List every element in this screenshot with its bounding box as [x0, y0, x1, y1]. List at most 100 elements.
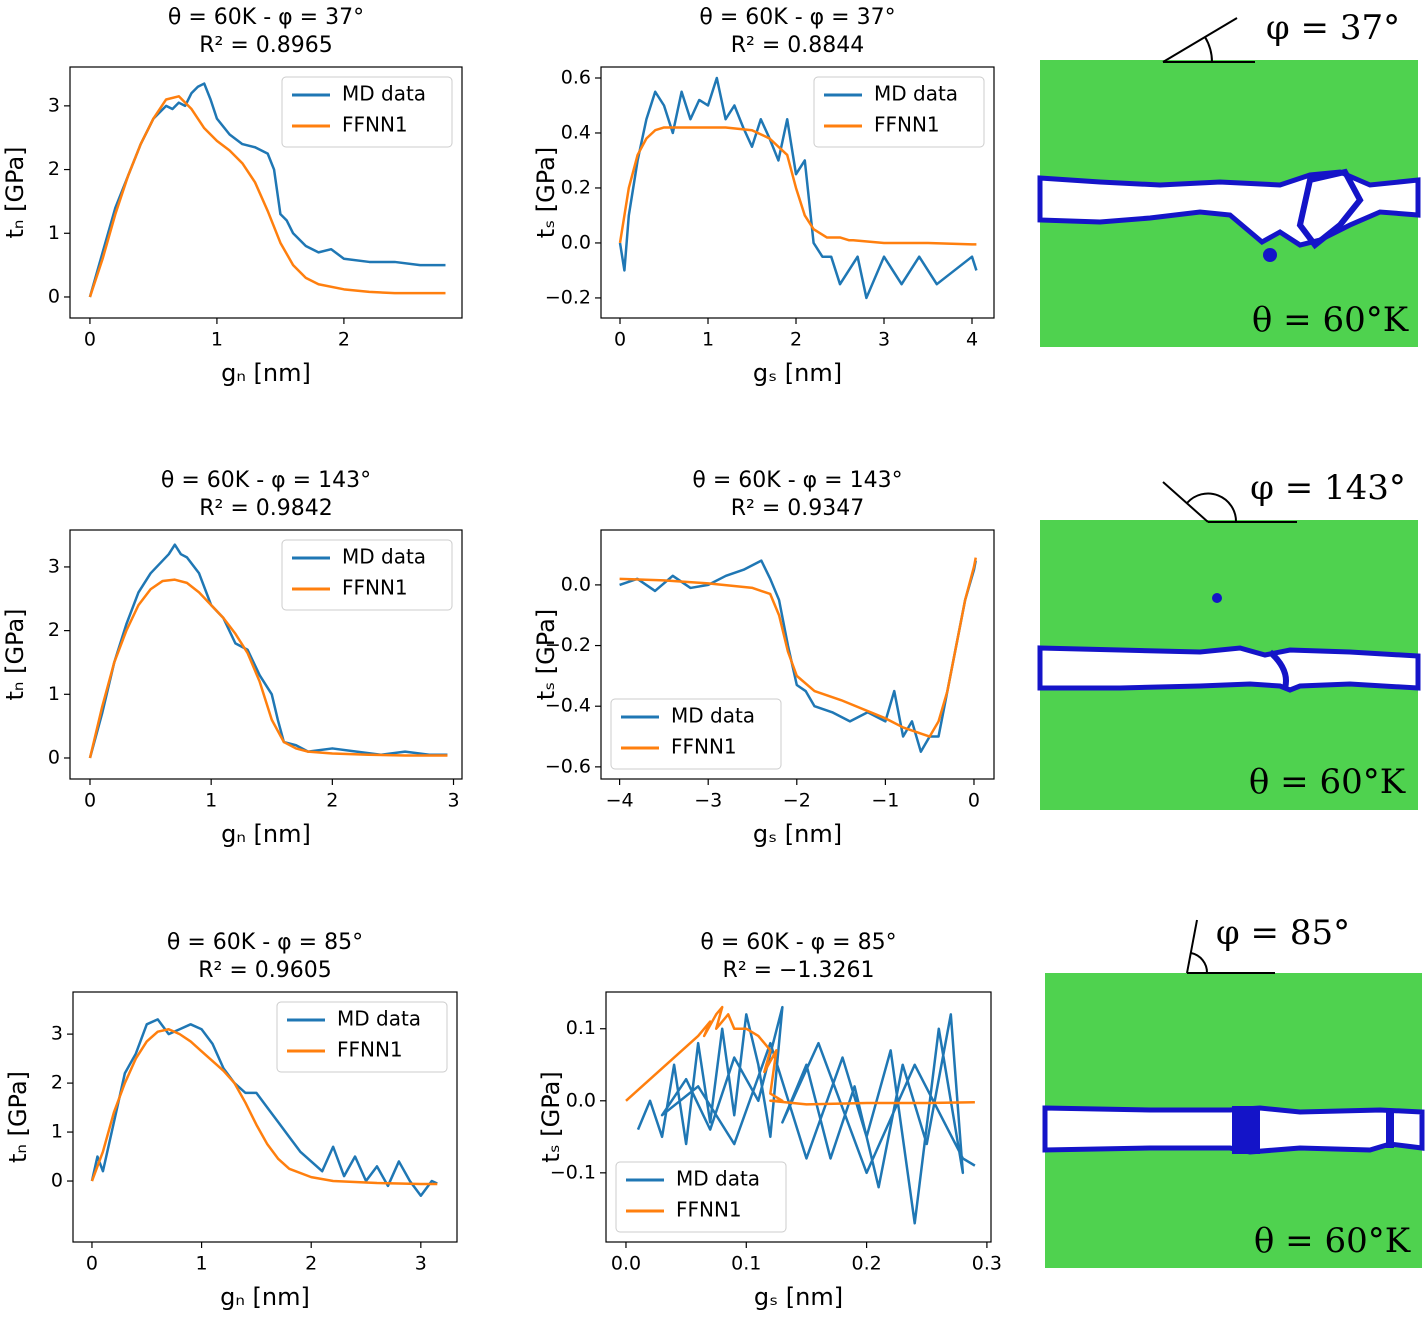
x-tick-label: 2: [305, 1253, 317, 1275]
y-axis-label: tₛ [GPa]: [537, 1071, 565, 1162]
x-tick-label: 0.2: [851, 1253, 881, 1275]
x-tick-label: 2: [326, 790, 338, 812]
ligament: [1232, 1106, 1260, 1154]
series-line: [618, 126, 977, 246]
chart: θ = 60K - φ = 37° R² = 0.8965 0 1 2 0 1 2 3 gₙ [n…: [1, 5, 463, 387]
md-snapshot: φ = 143° θ = 60°K: [1037, 468, 1421, 810]
x-tick-label: 2: [338, 329, 350, 351]
x-tick-label: −3: [694, 790, 722, 812]
legend-label: MD data: [874, 82, 958, 106]
md-snapshot: φ = 37° θ = 60°K: [1037, 8, 1421, 347]
plot-frame: [69, 66, 463, 319]
legend-label: FFNN1: [874, 113, 940, 137]
ligament: [1296, 168, 1364, 250]
x-tick-label: 3: [878, 329, 890, 351]
x-tick-label: 1: [205, 790, 217, 812]
legend: MD data FFNN1: [281, 76, 453, 148]
legend-label: MD data: [676, 1167, 760, 1191]
series-line: [625, 1005, 975, 1106]
y-axis-label: tₛ [GPa]: [532, 609, 560, 700]
series-line: [619, 557, 977, 738]
legend: MD data FFNN1: [281, 539, 453, 611]
y-tick-label: 1: [48, 683, 60, 705]
legend-label: FFNN1: [342, 576, 408, 600]
defect: [1212, 593, 1222, 603]
legend-label: MD data: [342, 545, 426, 569]
y-tick-label: 2: [48, 158, 60, 180]
y-tick-label: 3: [51, 1023, 63, 1045]
chart-subtitle: R² = −1.3261: [723, 958, 875, 983]
x-tick-label: −2: [783, 790, 811, 812]
x-tick-label: 4: [966, 329, 978, 351]
y-tick-label: 1: [48, 222, 60, 244]
temperature-label: θ = 60°K: [1249, 762, 1406, 802]
x-axis-label: gₙ [nm]: [221, 359, 311, 387]
y-tick-label: 0: [48, 285, 60, 307]
y-axis-label: tₙ [GPa]: [4, 1071, 32, 1163]
angle-arc: [1204, 36, 1213, 63]
y-axis-label: tₙ [GPa]: [1, 146, 29, 238]
x-axis-label: gₛ [nm]: [753, 820, 842, 848]
legend: MD data FFNN1: [610, 698, 782, 770]
legend-label: MD data: [337, 1007, 421, 1031]
series-line: [88, 578, 448, 759]
y-axis-label: tₛ [GPa]: [532, 147, 560, 238]
chart: θ = 60K - φ = 85° R² = −1.3261 0.0 0.1 0.2 0.…: [537, 930, 1002, 1311]
chart-title: θ = 60K - φ = 85°: [700, 930, 896, 955]
series-line: [619, 559, 977, 753]
y-tick-label: 0.0: [561, 573, 591, 595]
chart-title: θ = 60K - φ = 85°: [167, 930, 363, 955]
angle-arm: [1162, 481, 1209, 523]
chart-title: θ = 60K - φ = 143°: [692, 468, 902, 493]
x-tick-label: 0: [968, 790, 980, 812]
x-tick-label: −1: [871, 790, 899, 812]
x-tick-label: 2: [790, 329, 802, 351]
plot-frame: [600, 529, 995, 780]
x-tick-label: −4: [606, 790, 634, 812]
series-line: [88, 543, 448, 759]
y-tick-label: 0: [48, 746, 60, 768]
series-line: [88, 95, 446, 298]
angle-arm: [1162, 17, 1238, 63]
y-tick-label: 0.6: [561, 66, 591, 88]
ligament: [1386, 1110, 1394, 1148]
y-tick-label: 2: [48, 619, 60, 641]
legend-label: FFNN1: [337, 1038, 403, 1062]
angle-label: φ = 37°: [1266, 8, 1400, 48]
legend-label: MD data: [671, 704, 755, 728]
legend: MD data FFNN1: [813, 76, 985, 148]
x-tick-label: 1: [702, 329, 714, 351]
plot-frame: [69, 529, 463, 780]
y-tick-label: −0.2: [545, 634, 591, 656]
x-tick-label: 1: [196, 1253, 208, 1275]
x-tick-label: 0: [84, 790, 96, 812]
legend-label: FFNN1: [671, 735, 737, 759]
x-tick-label: 0.0: [611, 1253, 641, 1275]
x-tick-label: 0.3: [972, 1253, 1002, 1275]
angle-label: φ = 85°: [1216, 913, 1350, 953]
crack: [1037, 169, 1421, 248]
y-tick-label: 0.2: [561, 176, 591, 198]
legend-label: FFNN1: [676, 1198, 742, 1222]
x-axis-label: gₙ [nm]: [220, 1283, 310, 1311]
x-axis-label: gₛ [nm]: [753, 359, 842, 387]
y-tick-label: 2: [51, 1072, 63, 1094]
plot-frame: [600, 66, 995, 319]
plot-frame: [605, 991, 992, 1243]
chart-subtitle: R² = 0.8844: [731, 33, 865, 58]
series-line: [636, 1005, 976, 1225]
x-axis-label: gₙ [nm]: [221, 820, 311, 848]
temperature-label: θ = 60°K: [1252, 300, 1409, 340]
temperature-label: θ = 60°K: [1254, 1221, 1411, 1261]
y-tick-label: 0: [51, 1170, 63, 1192]
y-tick-label: −0.1: [550, 1161, 596, 1183]
y-tick-label: 0.4: [561, 121, 591, 143]
chart-title: θ = 60K - φ = 37°: [699, 5, 895, 30]
series-line: [90, 1018, 438, 1197]
chart: θ = 60K - φ = 143° R² = 0.9347 −4 −3 −2 −1 0 −0…: [532, 468, 995, 848]
x-tick-label: 1: [211, 329, 223, 351]
y-tick-label: −0.2: [545, 286, 591, 308]
chart: θ = 60K - φ = 85° R² = 0.9605 0 1 2 3 0 1 2 3 gₙ […: [4, 930, 458, 1311]
y-tick-label: −0.4: [545, 695, 591, 717]
